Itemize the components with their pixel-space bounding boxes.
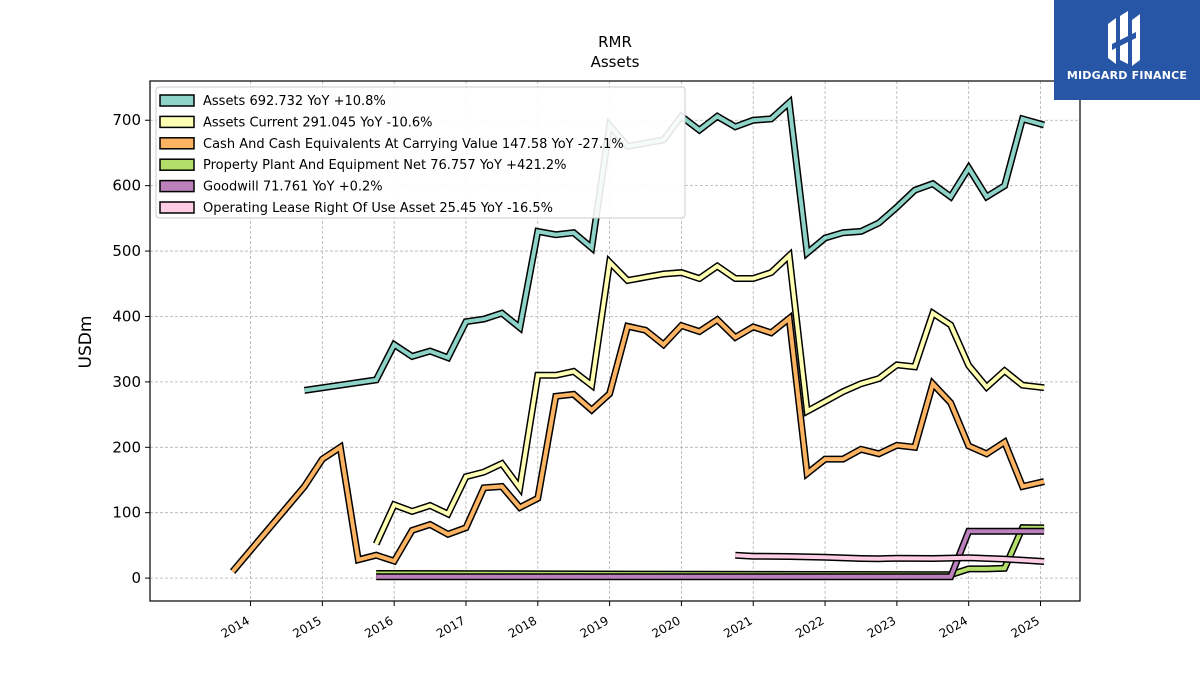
series-line bbox=[374, 251, 1045, 545]
x-tick-label: 2016 bbox=[362, 613, 395, 640]
midgard-logo-icon bbox=[1108, 11, 1140, 66]
legend-box bbox=[155, 86, 686, 219]
x-tick-label: 2020 bbox=[649, 613, 682, 640]
series-outline bbox=[376, 527, 1045, 581]
x-tick-label: 2021 bbox=[721, 613, 754, 640]
series-line bbox=[735, 553, 1045, 564]
y-tick-label: 700 bbox=[112, 111, 141, 129]
series-outline bbox=[376, 524, 1045, 579]
chart-title: RMR bbox=[598, 33, 632, 51]
x-tick-label: 2023 bbox=[865, 613, 898, 640]
y-tick-label: 400 bbox=[112, 307, 141, 325]
logo-text: MIDGARD FINANCE bbox=[1066, 69, 1188, 82]
y-tick-label: 100 bbox=[112, 504, 141, 522]
y-tick-label: 300 bbox=[112, 373, 141, 391]
x-tick-label: 2018 bbox=[506, 613, 539, 640]
y-axis-label: USDm bbox=[76, 316, 96, 369]
legend-label: Goodwill 71.761 YoY +0.2% bbox=[203, 180, 383, 195]
y-tick-label: 600 bbox=[112, 177, 141, 195]
plot-frame bbox=[149, 80, 1081, 602]
series-line bbox=[376, 525, 1045, 577]
brand-logo: MIDGARD FINANCE bbox=[1054, 0, 1200, 100]
legend-swatch bbox=[159, 158, 195, 171]
x-tick-label: 2025 bbox=[1009, 613, 1042, 640]
x-tick-label: 2024 bbox=[937, 613, 970, 640]
series-line bbox=[304, 98, 1045, 393]
x-tick-label: 2014 bbox=[219, 613, 252, 640]
legend-swatch bbox=[159, 115, 195, 129]
legend-swatch bbox=[159, 201, 195, 214]
y-tick-label: 0 bbox=[131, 569, 141, 587]
series-line bbox=[231, 314, 1045, 573]
legend-label: Operating Lease Right Of Use Asset 25.45… bbox=[203, 201, 553, 216]
x-tick-label: 2019 bbox=[578, 613, 611, 640]
chart-subtitle: Assets bbox=[591, 53, 640, 71]
legend-label: Property Plant And Equipment Net 76.757 … bbox=[203, 158, 567, 173]
x-tick-label: 2017 bbox=[434, 613, 467, 640]
legend-swatch bbox=[159, 94, 195, 107]
legend-swatch bbox=[159, 179, 195, 193]
series-line bbox=[376, 529, 1045, 579]
legend-label: Assets 692.732 YoY +10.8% bbox=[203, 94, 386, 109]
x-tick-label: 2015 bbox=[290, 613, 323, 640]
legend-label: Cash And Cash Equivalents At Carrying Va… bbox=[203, 137, 624, 152]
y-tick-label: 500 bbox=[112, 242, 141, 260]
legend-label: Assets Current 291.045 YoY -10.6% bbox=[203, 115, 433, 130]
y-tick-label: 200 bbox=[112, 438, 141, 456]
x-tick-label: 2022 bbox=[793, 613, 826, 640]
legend-swatch bbox=[159, 137, 195, 150]
